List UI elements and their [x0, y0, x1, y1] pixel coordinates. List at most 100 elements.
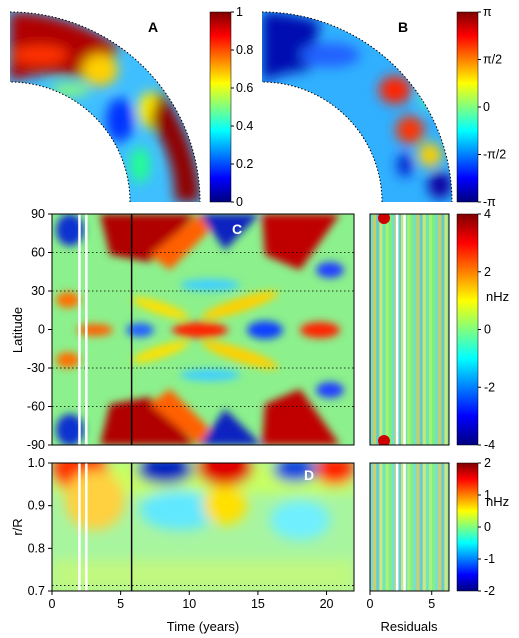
residual-stripe	[428, 463, 433, 591]
colorbar-tick-label: 0	[484, 520, 491, 534]
panel-b-map	[262, 12, 452, 202]
x-tick-label: 5	[117, 597, 124, 611]
residual-stripe	[373, 463, 377, 591]
residual-stripe	[444, 463, 448, 591]
residuals-c-map	[370, 214, 449, 445]
residual-stripe	[438, 214, 442, 445]
colorbar-tick-label: 0	[236, 195, 243, 209]
colorbar-a-ticks: 1 0.8 0.6 0.4 0.2 0	[231, 5, 253, 209]
colorbar-c-unit: nHz	[486, 289, 509, 304]
residual-stripe	[444, 214, 448, 445]
colorbar-tick-label: 0.2	[236, 157, 253, 171]
residual-stripe	[422, 214, 426, 445]
x-tick-label: 15	[251, 597, 265, 611]
residual-stripe	[407, 463, 411, 591]
panel-c-letter: C	[232, 221, 242, 237]
panel-d-map	[52, 463, 354, 591]
colorbar-tick-label: 1	[236, 5, 243, 19]
residual-stripe	[432, 214, 436, 445]
residual-stripe	[441, 463, 445, 591]
residual-stripe	[388, 214, 392, 445]
residual-stripe	[370, 214, 374, 445]
colorbar-tick-label: -2	[484, 584, 495, 598]
colorbar-tick-label: 2	[484, 265, 491, 279]
residual-stripe	[382, 214, 386, 445]
colorbar-tick-label: 0.4	[236, 119, 253, 133]
residual-stripe	[419, 463, 423, 591]
x-tick-label: 20	[320, 597, 334, 611]
y-tick-label: 60	[31, 246, 45, 260]
residual-stripe	[391, 463, 395, 591]
residual-stripe	[428, 214, 433, 445]
y-tick-label: 0.7	[28, 584, 45, 598]
colorbar-tick-label: π	[483, 5, 492, 19]
residual-blob	[378, 435, 390, 445]
panel-d-letter: D	[304, 467, 314, 483]
residual-stripe	[441, 214, 445, 445]
colorbar-tick-label: 0	[483, 100, 490, 114]
colorbar-c-ticks: 4 2 0 -2 -4	[478, 207, 495, 452]
panel-a-map	[10, 12, 200, 202]
residual-stripe	[447, 214, 449, 445]
y-tick-label: 0	[38, 323, 45, 337]
colorbar-tick-label: 2	[484, 456, 491, 470]
residual-stripe	[382, 463, 386, 591]
residual-stripe	[397, 214, 402, 445]
x-axis-title-time: Time (years)	[167, 619, 239, 634]
residual-stripe	[413, 463, 417, 591]
colorbar-tick-label: 4	[484, 207, 491, 221]
panel-c-map	[52, 214, 354, 445]
residual-stripe	[373, 214, 377, 445]
residual-stripe	[370, 463, 374, 591]
residual-stripe	[432, 463, 436, 591]
colorbar-tick-label: -π/2	[483, 148, 506, 162]
x-tick-label: 10	[182, 597, 196, 611]
residual-stripe	[376, 214, 380, 445]
residual-stripe	[376, 463, 380, 591]
y-tick-label: 0.8	[28, 541, 45, 555]
residual-stripe	[410, 214, 414, 445]
residuals-d-frame	[369, 462, 450, 592]
panel-b-outline	[261, 11, 453, 203]
y-tick-label: 0.9	[28, 499, 45, 513]
panel-c-y-axis: 90 60 30 0 -30 -60 -90	[27, 207, 52, 452]
y-tick-label: -90	[27, 438, 45, 452]
panel-a-letter: A	[148, 19, 158, 35]
residual-stripe	[397, 463, 402, 591]
colorbar-tick-label: π/2	[483, 53, 502, 67]
colorbar-d	[456, 462, 479, 592]
colorbar-tick-label: 0.8	[236, 43, 253, 57]
panel-d-x-axis: 0 5 10 15 20	[49, 591, 334, 611]
residual-stripe	[435, 463, 439, 591]
x-axis-title-residuals: Residuals	[380, 619, 438, 634]
residuals-c-frame	[369, 213, 450, 446]
panel-d-frame	[51, 462, 355, 592]
y-tick-label: 1.0	[28, 456, 45, 470]
residual-stripe	[379, 463, 383, 591]
colorbar-tick-label: 0	[484, 323, 491, 337]
residual-stripe	[379, 214, 383, 445]
residual-stripe	[401, 214, 405, 445]
residual-stripe	[407, 214, 411, 445]
x-tick-label: 0	[367, 597, 374, 611]
colorbar-tick-label: -4	[484, 438, 495, 452]
residual-blob	[378, 214, 390, 224]
residual-stripe	[385, 214, 389, 445]
panel-d-y-axis: 1.0 0.9 0.8 0.7	[28, 456, 52, 598]
residual-stripe	[401, 463, 405, 591]
colorbar-tick-label: -2	[484, 380, 495, 394]
colorbar-tick-label: -1	[484, 552, 495, 566]
colorbar-d-ticks: 2 1 0 -1 -2	[478, 456, 495, 598]
x-tick-label: 5	[428, 597, 435, 611]
residual-stripe	[438, 463, 442, 591]
y-tick-label: 90	[31, 207, 45, 221]
residual-stripe	[447, 463, 449, 591]
panel-c-time-markers	[78, 214, 133, 445]
residual-stripe	[425, 463, 429, 591]
y-tick-label: -30	[27, 361, 45, 375]
colorbar-tick-label: -π	[483, 195, 496, 209]
residual-stripe	[388, 463, 392, 591]
colorbar-c	[456, 213, 479, 446]
colorbar-b	[456, 11, 479, 203]
